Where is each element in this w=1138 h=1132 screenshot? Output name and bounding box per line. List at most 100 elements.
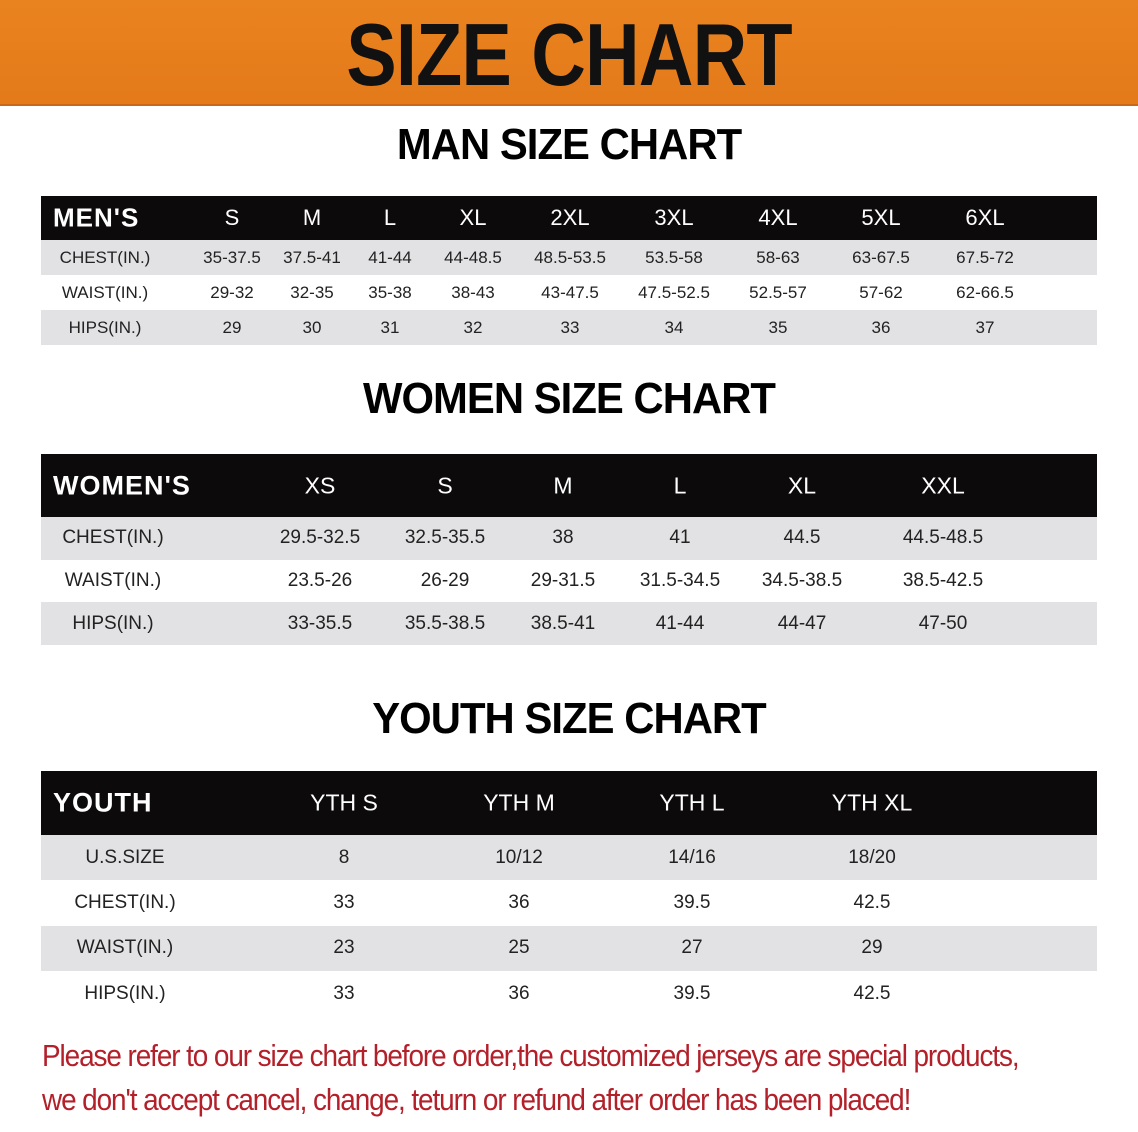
table-cell: 48.5-53.5 (534, 247, 606, 267)
notice-line-2: we don't accept cancel, change, teturn o… (42, 1082, 911, 1117)
table-cell: 62-66.5 (956, 282, 1014, 302)
table-cell: 41 (669, 527, 691, 549)
table-cell: 10/12 (495, 846, 543, 868)
table-cell: 58-63 (756, 247, 800, 267)
header-size: 4XL (758, 205, 798, 230)
table-row: HIPS(IN.) 33 36 39.5 42.5 (41, 970, 1097, 1017)
women-section-title: WOMEN SIZE CHART (362, 374, 776, 423)
row-label: HIPS(IN.) (84, 982, 166, 1004)
table-cell: 30 (302, 317, 322, 337)
header-size: S (224, 205, 240, 230)
youth-section-title: YOUTH SIZE CHART (372, 694, 766, 743)
table-cell: 29-31.5 (530, 570, 596, 592)
table-cell: 14/16 (668, 846, 716, 868)
table-row: U.S.SIZE 8 10/12 14/16 18/20 (41, 835, 1097, 881)
table-row: HIPS(IN.) 33-35.5 35.5-38.5 38.5-41 41-44 44-… (41, 602, 1097, 646)
table-cell: 34.5-38.5 (761, 570, 843, 592)
table-cell: 18/20 (848, 846, 896, 868)
men-section-title: MAN SIZE CHART (396, 120, 742, 169)
header-size: XL (787, 472, 817, 498)
table-cell: 38.5-41 (530, 612, 596, 634)
table-cell: 35-37.5 (203, 247, 261, 267)
row-label: WAIST(IN.) (61, 282, 149, 302)
main-title: SIZE CHART (346, 5, 792, 104)
table-cell: 37 (975, 317, 995, 337)
table-header-row: YOUTH YTH S YTH M YTH L YTH XL (41, 771, 1097, 835)
row-label: HIPS(IN.) (68, 317, 142, 337)
table-cell: 32 (463, 317, 483, 337)
table-row: CHEST(IN.) 35-37.5 37.5-41 41-44 44-48.5 48.5… (41, 240, 1097, 275)
table-cell: 27 (681, 937, 703, 959)
header-size: YTH M (483, 789, 555, 816)
table-cell: 67.5-72 (956, 247, 1014, 267)
header-size: XXL (921, 472, 965, 498)
table-cell: 42.5 (853, 891, 891, 913)
table-cell: 33-35.5 (287, 612, 353, 634)
header-size: S (437, 472, 453, 498)
table-cell: 29.5-32.5 (279, 527, 361, 549)
table-cell: 29 (861, 937, 883, 959)
header-size: 5XL (861, 205, 901, 230)
table-cell: 38.5-42.5 (902, 570, 984, 592)
table-cell: 36 (871, 317, 891, 337)
header-size: YTH S (310, 789, 378, 816)
table-cell: 37.5-41 (283, 247, 341, 267)
row-label: WAIST(IN.) (64, 570, 162, 592)
table-cell: 63-67.5 (852, 247, 910, 267)
table-header-row: WOMEN'S XS S M L XL XXL (41, 454, 1097, 517)
table-cell: 39.5 (673, 982, 711, 1004)
table-cell: 44.5 (783, 527, 821, 549)
header-label: WOMEN'S (53, 470, 191, 500)
table-cell: 39.5 (673, 891, 711, 913)
table-row: WAIST(IN.) 29-32 32-35 35-38 38-43 43-47.5 47.… (41, 275, 1097, 310)
table-cell: 23 (333, 937, 355, 959)
table-cell: 41-44 (655, 612, 705, 634)
row-label: WAIST(IN.) (76, 937, 174, 959)
table-cell: 47-50 (918, 612, 968, 634)
table-cell: 34 (664, 317, 684, 337)
table-cell: 57-62 (859, 282, 903, 302)
table-cell: 47.5-52.5 (638, 282, 710, 302)
table-cell: 23.5-26 (287, 570, 353, 592)
table-cell: 36 (508, 891, 530, 913)
table-cell: 26-29 (420, 570, 470, 592)
row-label: CHEST(IN.) (62, 527, 164, 549)
table-cell: 29-32 (210, 282, 254, 302)
table-cell: 44-47 (777, 612, 827, 634)
table-cell: 38-43 (451, 282, 495, 302)
youth-size-table: YOUTH YTH S YTH M YTH L YTH XL U.S.SIZE 8 10/12… (41, 771, 1097, 1017)
table-cell: 33 (333, 891, 355, 913)
header-size: YTH L (659, 789, 725, 816)
table-cell: 44.5-48.5 (902, 527, 984, 549)
table-cell: 42.5 (853, 982, 891, 1004)
table-cell: 33 (333, 982, 355, 1004)
table-cell: 35.5-38.5 (404, 612, 486, 634)
header-label: YOUTH (53, 787, 153, 818)
table-cell: 29 (222, 317, 242, 337)
header-size: 6XL (965, 205, 1005, 230)
men-size-table: MEN'S S M L XL 2XL 3XL 4XL 5XL 6XL CHEST(IN.) 35-37… (41, 196, 1097, 346)
table-row: HIPS(IN.) 29 30 31 32 33 34 35 36 37 (41, 310, 1097, 345)
header-label: MEN'S (53, 202, 140, 233)
header-size: XS (304, 472, 336, 498)
row-label: CHEST(IN.) (59, 247, 151, 267)
table-row: WAIST(IN.) 23.5-26 26-29 29-31.5 31.5-34.5 34… (41, 559, 1097, 603)
table-cell: 44-48.5 (444, 247, 502, 267)
table-row: WAIST(IN.) 23 25 27 29 (41, 925, 1097, 971)
header-size: L (383, 205, 397, 230)
table-cell: 32-35 (290, 282, 334, 302)
header-size: 3XL (654, 205, 694, 230)
table-cell: 33 (560, 317, 580, 337)
table-cell: 38 (552, 527, 574, 549)
header-size: M (302, 205, 322, 230)
table-cell: 35 (768, 317, 788, 337)
banner: SIZE CHART (0, 0, 1138, 106)
table-cell: 35-38 (368, 282, 412, 302)
row-label: CHEST(IN.) (74, 891, 176, 913)
header-size: 2XL (550, 205, 590, 230)
table-cell: 36 (508, 982, 530, 1004)
row-label: U.S.SIZE (85, 846, 165, 868)
table-cell: 52.5-57 (749, 282, 807, 302)
header-size: M (553, 472, 573, 498)
table-cell: 8 (338, 846, 350, 868)
